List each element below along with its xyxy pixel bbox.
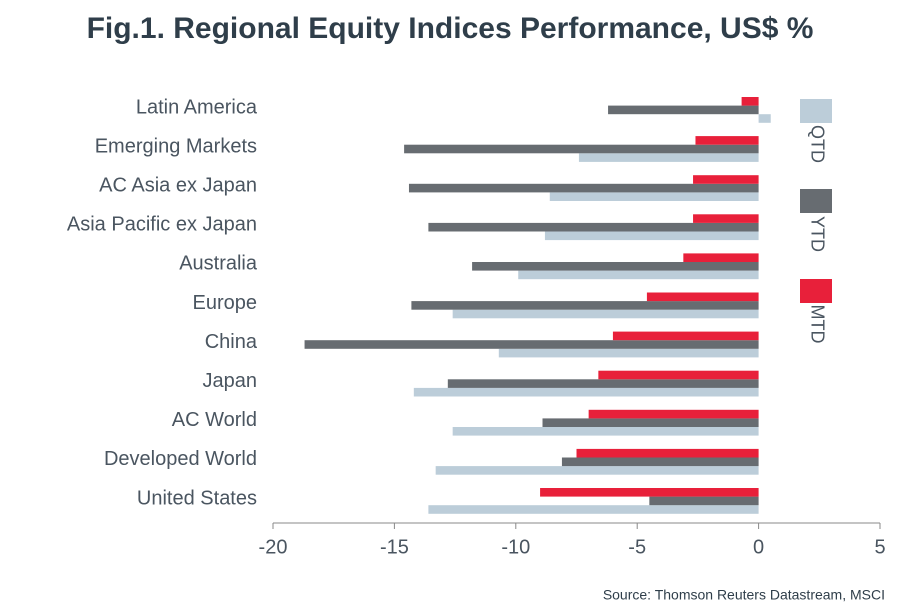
bar <box>447 379 759 388</box>
legend-label: QTD <box>807 125 827 163</box>
bar <box>608 105 759 115</box>
y-tick-label: Asia Pacific ex Japan <box>67 214 257 236</box>
bar <box>428 222 759 232</box>
x-tick-label: -5 <box>628 536 646 558</box>
y-tick-label: Europe <box>193 292 258 314</box>
bar <box>741 97 759 106</box>
y-tick-label: United States <box>137 487 257 509</box>
bar <box>411 301 759 310</box>
bar <box>304 340 759 349</box>
bar <box>646 292 759 302</box>
bar <box>472 262 759 271</box>
bar <box>588 409 759 419</box>
legend-label: YTD <box>807 216 827 252</box>
y-tick-label: Latin America <box>136 96 258 118</box>
y-tick-label: AC Asia ex Japan <box>99 174 257 196</box>
legend-label: MTD <box>807 305 827 344</box>
x-tick-label: -10 <box>501 536 530 558</box>
bar <box>561 457 759 467</box>
y-tick-label: Japan <box>203 370 258 392</box>
x-tick-label: 5 <box>874 536 885 558</box>
legend-swatch <box>800 189 832 213</box>
bar <box>452 427 759 436</box>
bar <box>695 136 759 145</box>
y-tick-label: Emerging Markets <box>95 135 257 157</box>
bar <box>408 183 759 193</box>
bar <box>578 153 759 162</box>
y-tick-label: AC World <box>172 409 257 431</box>
x-tick-label: -15 <box>380 536 409 558</box>
legend-swatch <box>800 279 832 303</box>
bar <box>540 488 759 497</box>
bar <box>435 466 759 475</box>
bar <box>693 175 759 184</box>
bar <box>576 448 759 458</box>
bar <box>413 387 759 397</box>
y-tick-label: Developed World <box>104 448 257 470</box>
bar <box>598 370 759 380</box>
legend-swatch <box>800 99 832 123</box>
bar <box>404 144 759 154</box>
bar <box>428 505 759 514</box>
bar <box>498 348 759 358</box>
y-tick-label: China <box>205 331 258 353</box>
bar <box>544 231 759 241</box>
bar <box>542 418 759 427</box>
x-tick-label: 0 <box>753 536 764 558</box>
bar <box>549 192 759 201</box>
bar <box>683 253 759 262</box>
y-tick-label: Australia <box>179 253 258 275</box>
x-tick-label: -20 <box>259 536 288 558</box>
bar <box>693 214 759 223</box>
bar <box>612 331 759 341</box>
bar <box>649 496 759 506</box>
bar <box>518 270 759 280</box>
bar <box>452 309 759 319</box>
chart-title: Fig.1. Regional Equity Indices Performan… <box>87 12 814 45</box>
source-note: Source: Thomson Reuters Datastream, MSCI <box>603 587 885 603</box>
bar <box>758 114 771 123</box>
